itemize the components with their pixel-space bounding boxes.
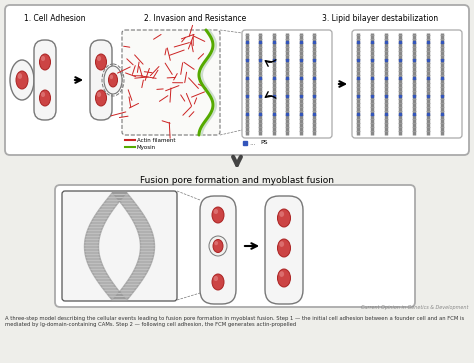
Ellipse shape xyxy=(109,75,113,79)
Ellipse shape xyxy=(212,207,224,223)
Ellipse shape xyxy=(109,73,118,87)
Ellipse shape xyxy=(209,236,227,256)
Ellipse shape xyxy=(18,73,22,79)
Ellipse shape xyxy=(277,239,291,257)
Text: PS: PS xyxy=(260,140,267,146)
Text: 2. Invasion and Resistance: 2. Invasion and Resistance xyxy=(144,14,246,23)
Ellipse shape xyxy=(214,276,218,281)
FancyBboxPatch shape xyxy=(34,40,56,120)
Ellipse shape xyxy=(279,211,284,217)
Ellipse shape xyxy=(39,90,51,106)
Ellipse shape xyxy=(41,92,45,97)
Text: 1. Cell Adhesion: 1. Cell Adhesion xyxy=(24,14,86,23)
FancyBboxPatch shape xyxy=(265,196,303,304)
Text: Myosin: Myosin xyxy=(137,144,156,150)
Ellipse shape xyxy=(16,71,28,89)
FancyBboxPatch shape xyxy=(90,40,112,120)
Text: A three-step model describing the cellular events leading to fusion pore formati: A three-step model describing the cellul… xyxy=(5,316,464,327)
Ellipse shape xyxy=(95,54,107,70)
Ellipse shape xyxy=(279,241,284,247)
Ellipse shape xyxy=(104,66,122,94)
Text: ...: ... xyxy=(249,140,256,146)
Ellipse shape xyxy=(95,90,107,106)
Text: Current Opinion in Genetics & Development: Current Opinion in Genetics & Developmen… xyxy=(361,305,468,310)
FancyBboxPatch shape xyxy=(5,5,469,155)
FancyBboxPatch shape xyxy=(62,191,177,301)
FancyBboxPatch shape xyxy=(242,30,332,138)
Ellipse shape xyxy=(41,56,45,61)
Ellipse shape xyxy=(97,92,101,97)
FancyBboxPatch shape xyxy=(122,30,220,135)
FancyBboxPatch shape xyxy=(55,185,415,307)
Ellipse shape xyxy=(213,240,223,253)
FancyBboxPatch shape xyxy=(352,30,462,138)
Ellipse shape xyxy=(97,56,101,61)
Ellipse shape xyxy=(39,54,51,70)
Ellipse shape xyxy=(214,209,218,214)
Ellipse shape xyxy=(214,241,218,245)
FancyBboxPatch shape xyxy=(200,196,236,304)
Text: Actin filament: Actin filament xyxy=(137,138,175,143)
Ellipse shape xyxy=(10,60,34,100)
Ellipse shape xyxy=(277,209,291,227)
Ellipse shape xyxy=(279,271,284,277)
Text: Fusion pore formation and myoblast fusion: Fusion pore formation and myoblast fusio… xyxy=(140,176,334,185)
Ellipse shape xyxy=(277,269,291,287)
Ellipse shape xyxy=(212,274,224,290)
Text: 3. Lipid bilayer destabilization: 3. Lipid bilayer destabilization xyxy=(322,14,438,23)
